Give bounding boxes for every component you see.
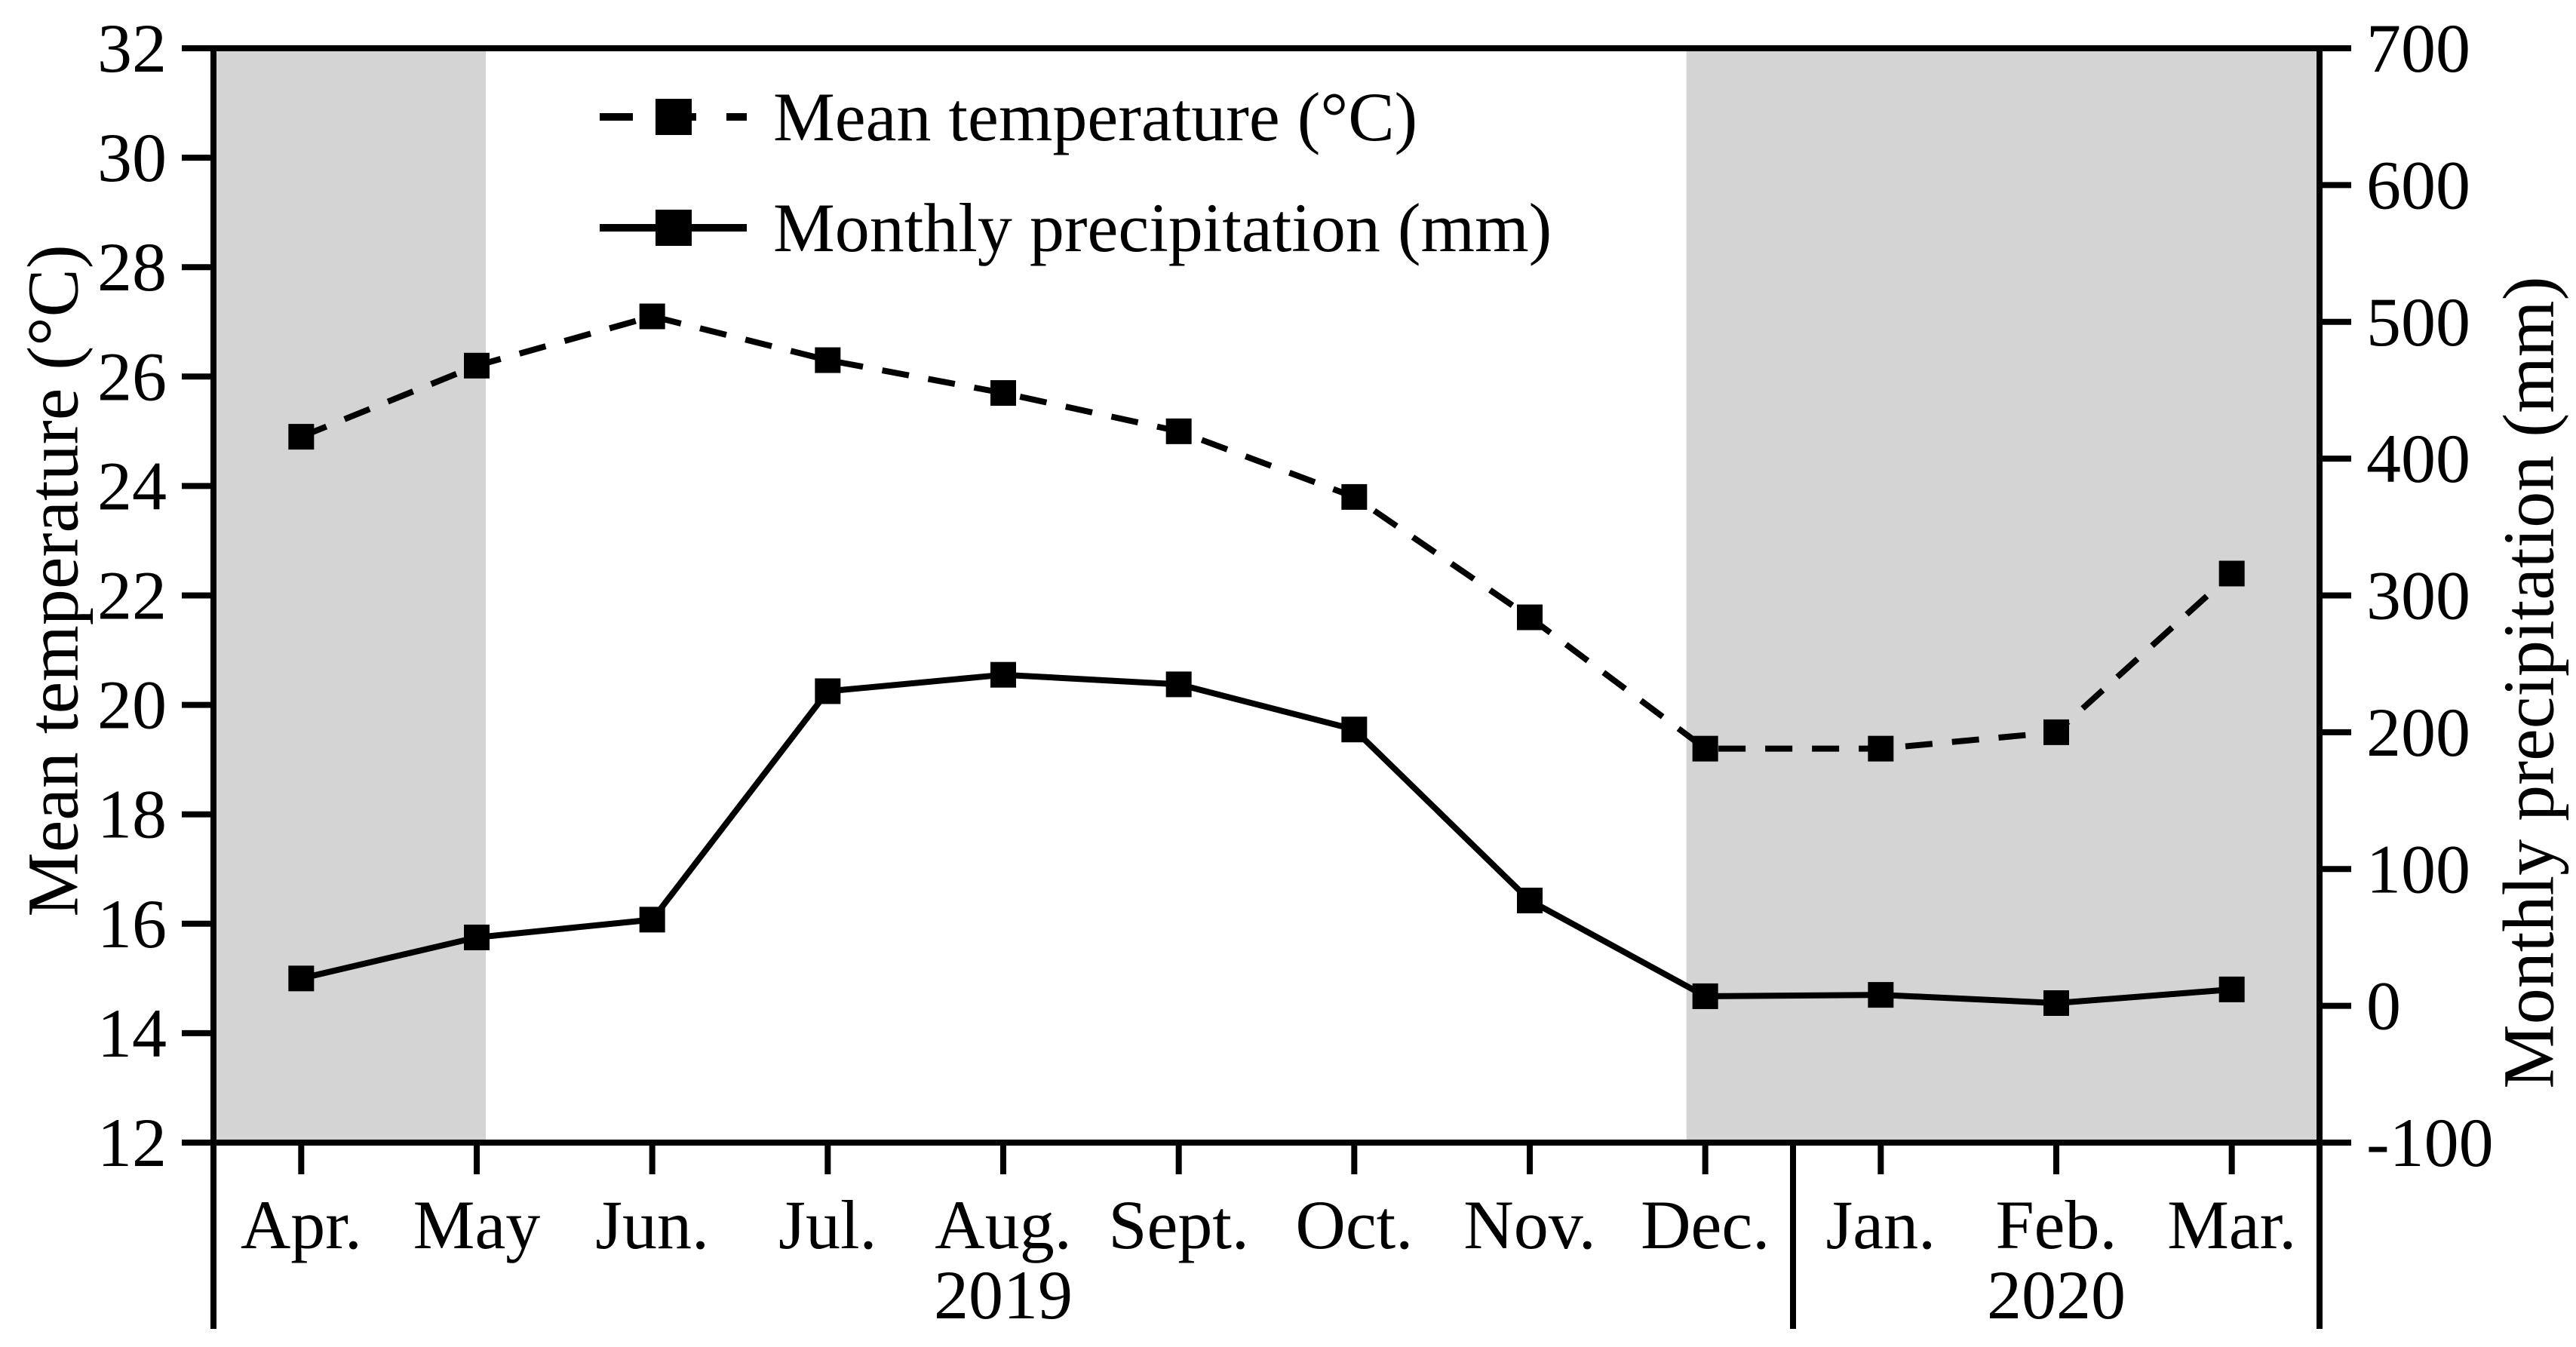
month-label: Sept. [1108, 1186, 1249, 1263]
right-axis-tick-label: 600 [2366, 146, 2470, 223]
year-label-2020: 2020 [1987, 1256, 2126, 1333]
temperature-data-point-marker [2218, 560, 2245, 587]
left-axis-tick-label: 22 [97, 557, 167, 634]
right-axis-tick-label: 700 [2366, 10, 2470, 87]
month-label: Feb. [1996, 1186, 2117, 1263]
left-axis-tick-label: 32 [97, 10, 167, 87]
month-label: Jul. [778, 1186, 877, 1263]
month-label: Mar. [2167, 1186, 2296, 1263]
month-label: Jun. [595, 1186, 709, 1263]
right-axis-tick-label: 500 [2366, 284, 2470, 361]
temperature-data-point-marker [1165, 418, 1192, 444]
temperature-data-point-marker [2043, 719, 2069, 745]
month-label: Jan. [1826, 1186, 1936, 1263]
legend: Mean temperature (°C) Monthly precipitat… [600, 78, 1552, 266]
right-axis-tick-label: 200 [2366, 694, 2470, 771]
month-label: Apr. [241, 1186, 362, 1263]
temperature-data-point-marker [1341, 483, 1368, 510]
temperature-data-point-marker [639, 303, 665, 330]
temperature-data-point-marker [990, 380, 1016, 407]
precipitation-data-point-marker [1692, 983, 1718, 1009]
legend-precipitation-label: Monthly precipitation (mm) [773, 189, 1552, 266]
temperature-data-point-marker [1517, 604, 1543, 631]
month-label: Aug. [935, 1186, 1071, 1263]
right-axis-tick-label: 0 [2366, 968, 2401, 1045]
left-axis-tick-label: 26 [97, 338, 167, 415]
left-axis-tick-label: 14 [97, 995, 167, 1072]
precipitation-data-point-marker [815, 678, 841, 704]
left-axis-title: Mean temperature (°C) [13, 244, 94, 916]
plot-frame [210, 45, 2323, 1146]
precipitation-data-point-marker [464, 924, 490, 950]
precipitation-data-point-marker [990, 661, 1016, 688]
right-axis-tick-label: 100 [2366, 830, 2470, 907]
temperature-data-point-marker [815, 347, 841, 373]
month-label: Oct. [1295, 1186, 1413, 1263]
temperature-series-line [299, 313, 2234, 752]
right-axis-tick-label: 300 [2366, 557, 2470, 634]
shaded-season-band [213, 48, 486, 1143]
month-label: Nov. [1463, 1186, 1595, 1263]
precipitation-data-point-marker [1165, 671, 1192, 698]
month-label: May [413, 1186, 541, 1263]
left-axis-tick-label: 16 [97, 885, 167, 962]
precipitation-data-point-marker [2218, 976, 2245, 1002]
right-axis-tick-label: -100 [2366, 1104, 2494, 1181]
precipitation-data-point-marker [1868, 982, 1894, 1008]
legend-item-temperature: Mean temperature (°C) [600, 78, 1417, 155]
shaded-season-bands [213, 48, 2320, 1143]
left-axis-tick-label: 12 [97, 1104, 167, 1181]
left-axis-tick-label: 30 [97, 119, 167, 196]
left-axis-tick-label: 28 [97, 229, 167, 305]
precipitation-series-line [300, 671, 2233, 1007]
precipitation-data-point-marker [1517, 887, 1543, 913]
legend-precipitation-marker-icon [656, 210, 692, 246]
right-axis-tick-label: 400 [2366, 420, 2470, 497]
month-label: Dec. [1641, 1186, 1770, 1263]
year-label-2019: 2019 [934, 1256, 1073, 1333]
left-axis-tick-label: 20 [97, 667, 167, 744]
shaded-season-band [1686, 48, 2320, 1143]
precipitation-data-point-marker [2043, 990, 2069, 1016]
legend-temperature-marker-icon [656, 99, 692, 135]
legend-item-precipitation: Monthly precipitation (mm) [600, 189, 1552, 266]
precipitation-data-point-marker [639, 907, 665, 933]
chart-generated-content: 32 30 28 26 24 22 20 18 16 14 12 700 600 500 400 300 200… [97, 10, 2494, 1333]
left-axis-tick-label: 24 [97, 447, 167, 524]
temperature-data-point-marker [1868, 735, 1894, 762]
precipitation-data-point-marker [1341, 716, 1368, 743]
left-axis-tick-label: 18 [97, 776, 167, 853]
legend-temperature-label: Mean temperature (°C) [773, 78, 1417, 155]
temperature-data-point-marker [1692, 735, 1718, 762]
temperature-data-point-marker [288, 424, 315, 450]
right-axis-title: Monthly precipitation (mm) [2488, 276, 2569, 1088]
precipitation-data-point-marker [288, 965, 315, 992]
temperature-data-point-marker [464, 352, 490, 379]
